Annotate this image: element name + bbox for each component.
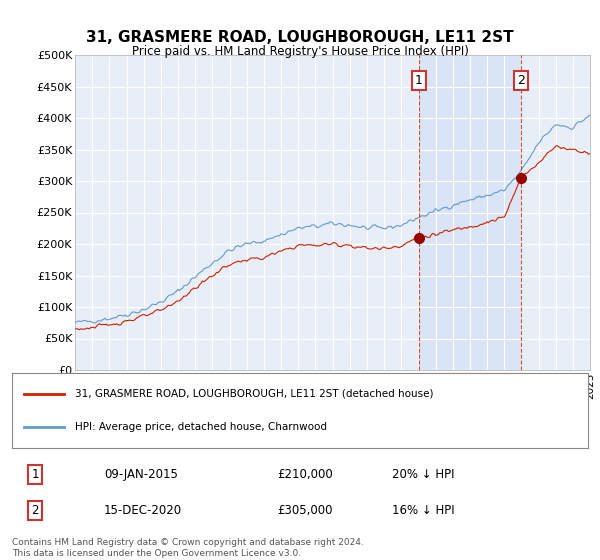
- Text: Price paid vs. HM Land Registry's House Price Index (HPI): Price paid vs. HM Land Registry's House …: [131, 45, 469, 58]
- Text: £210,000: £210,000: [277, 468, 333, 481]
- Text: 1: 1: [31, 468, 39, 481]
- Text: £305,000: £305,000: [277, 503, 332, 516]
- Text: 31, GRASMERE ROAD, LOUGHBOROUGH, LE11 2ST: 31, GRASMERE ROAD, LOUGHBOROUGH, LE11 2S…: [86, 30, 514, 45]
- Text: 20% ↓ HPI: 20% ↓ HPI: [392, 468, 455, 481]
- Text: 31, GRASMERE ROAD, LOUGHBOROUGH, LE11 2ST (detached house): 31, GRASMERE ROAD, LOUGHBOROUGH, LE11 2S…: [76, 389, 434, 399]
- Text: Contains HM Land Registry data © Crown copyright and database right 2024.
This d: Contains HM Land Registry data © Crown c…: [12, 538, 364, 558]
- Text: 2: 2: [31, 503, 39, 516]
- Bar: [419, 55, 521, 370]
- Text: 1: 1: [415, 74, 423, 87]
- Text: HPI: Average price, detached house, Charnwood: HPI: Average price, detached house, Char…: [76, 422, 328, 432]
- Text: 2: 2: [517, 74, 524, 87]
- Text: 15-DEC-2020: 15-DEC-2020: [104, 503, 182, 516]
- Text: 16% ↓ HPI: 16% ↓ HPI: [392, 503, 455, 516]
- Text: 09-JAN-2015: 09-JAN-2015: [104, 468, 178, 481]
